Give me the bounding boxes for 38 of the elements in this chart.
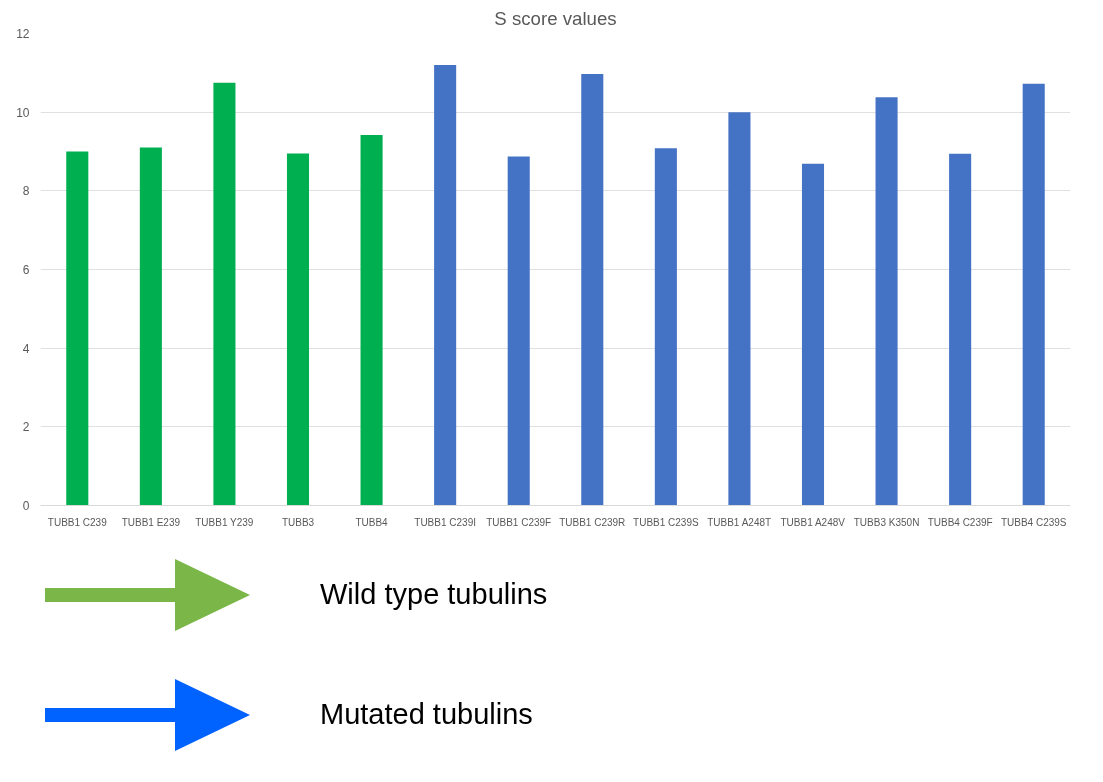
x-tick-label: TUBB3: [281, 516, 315, 528]
bar: [801, 163, 825, 506]
x-tick-label: TUBB4 C239F: [927, 516, 993, 528]
bar: [434, 64, 457, 506]
chart-title: S score values: [494, 7, 617, 29]
text: Wild type tubulins: [320, 577, 548, 613]
x-tick-label: TUBB1 E239: [121, 516, 181, 528]
y-tick-label: 10: [16, 105, 30, 120]
bar: [949, 153, 972, 506]
bar: [360, 134, 383, 506]
x-tick-label: TUBB4 C239S: [1000, 516, 1067, 528]
bar: [507, 156, 530, 506]
y-tick-label: 12: [16, 27, 30, 41]
y-tick-label: 4: [22, 341, 30, 356]
bar: [213, 82, 236, 506]
x-tick-label: TUBB1 C239: [47, 516, 108, 528]
bar: [728, 112, 751, 506]
bar: [139, 147, 162, 506]
x-tick-label: TUBB1 C239F: [486, 516, 552, 528]
y-tick-label: 0: [22, 499, 30, 513]
y-tick-label: 8: [22, 184, 30, 199]
y-tick-label: 6: [22, 263, 30, 277]
bar: [581, 74, 604, 506]
x-tick-label: TUBB1 A248V: [780, 516, 846, 528]
y-tick-label: 2: [22, 420, 30, 435]
text: Mutated tubulins: [320, 697, 533, 733]
x-tick-label: TUBB1 A248T: [707, 516, 772, 528]
x-tick-label: TUBB3 K350N: [853, 516, 920, 528]
x-tick-label: TUBB1 C239I: [414, 516, 476, 528]
x-tick-label: TUBB1 C239R: [559, 516, 626, 528]
x-tick-label: TUBB4: [355, 516, 389, 528]
bar: [654, 148, 677, 506]
bar: [1022, 83, 1045, 506]
x-tick-label: TUBB1 Y239: [195, 516, 254, 528]
bar: [875, 97, 898, 506]
x-tick-label: TUBB1 C239S: [633, 516, 699, 528]
bar: [66, 151, 89, 506]
bar: [286, 153, 310, 506]
